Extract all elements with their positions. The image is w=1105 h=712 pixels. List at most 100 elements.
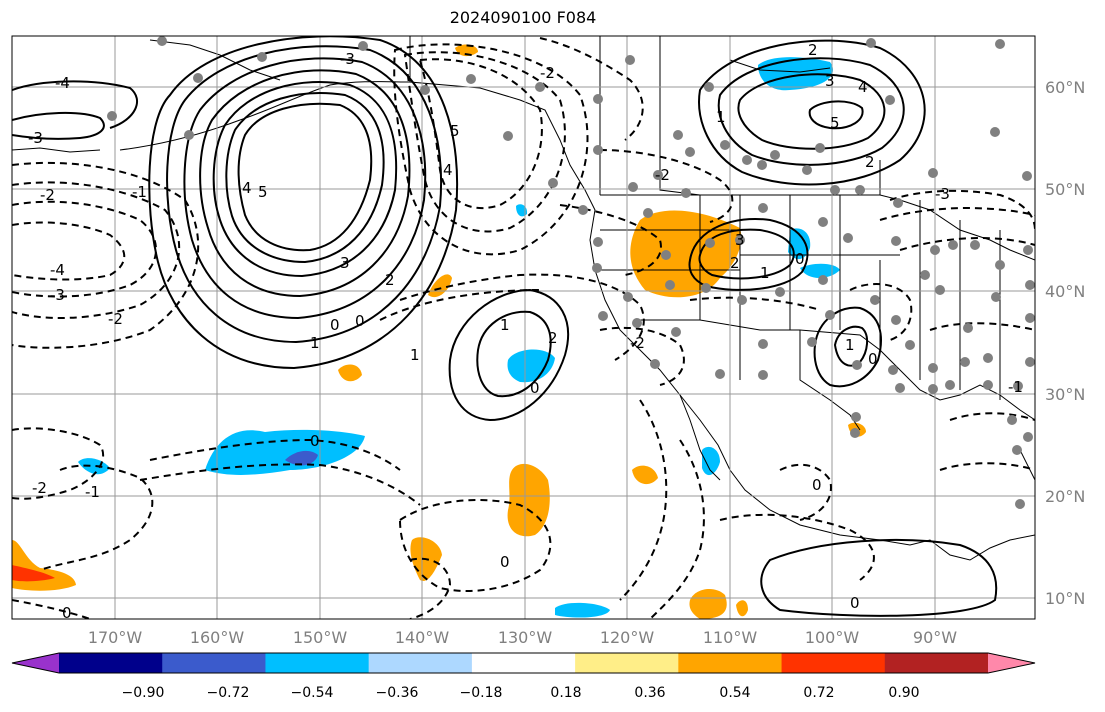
- colorbar: [11, 652, 1036, 674]
- map-frame: [11, 35, 1036, 620]
- lat-label: 40°N: [1045, 282, 1085, 301]
- lon-label: 120°W: [600, 628, 655, 647]
- contour-label: -3: [935, 185, 950, 203]
- lon-label: 110°W: [703, 628, 758, 647]
- lat-label: 60°N: [1045, 78, 1085, 97]
- colorbar-extend-min: [12, 653, 59, 673]
- colorbar-tick-label: −0.90: [122, 685, 165, 701]
- contour-label: -2: [108, 310, 123, 328]
- contour-label: 0: [62, 604, 72, 622]
- contour-label: -3: [340, 50, 355, 68]
- blue-region-offshore: [507, 349, 555, 383]
- contour-label: -2: [40, 186, 55, 204]
- colorbar-segment: [575, 653, 679, 673]
- contour-label: 3: [340, 254, 350, 272]
- contour-label: 2: [548, 329, 558, 347]
- contour-label: 3: [735, 231, 745, 249]
- colorbar-segment: [265, 653, 370, 673]
- orange-region-south-1: [689, 588, 727, 619]
- colorbar-tick-label: 0.54: [719, 685, 750, 701]
- contour-label: 0: [812, 476, 822, 494]
- contour-label: 0: [355, 312, 365, 330]
- blue-region-baja: [702, 446, 720, 476]
- contour-label: 1: [845, 336, 855, 354]
- colorbar-tick-label: −0.36: [376, 685, 419, 701]
- lat-label: 20°N: [1045, 487, 1085, 506]
- orange-region-small-2: [338, 364, 362, 382]
- blue-region-alaska: [758, 57, 834, 91]
- contour-label: 5: [830, 114, 840, 132]
- contour-label: 0: [330, 316, 340, 334]
- blue-region-south: [555, 602, 610, 618]
- contour-label: -3: [28, 129, 43, 147]
- orange-region-pacific: [507, 463, 550, 537]
- orange-region-south-2: [736, 600, 748, 617]
- lat-label: 50°N: [1045, 180, 1085, 199]
- darkblue-region-hawaii: [285, 450, 318, 466]
- contour-label: -1: [85, 483, 100, 501]
- negative-contours: [12, 37, 1035, 619]
- contour-label: 1: [310, 334, 320, 352]
- contour-label: 4: [443, 161, 453, 179]
- contour-label: -4: [50, 261, 65, 279]
- contour-label: -2: [540, 64, 555, 82]
- colorbar-segment: [781, 653, 886, 673]
- colorbar-tick-label: −0.18: [460, 685, 503, 701]
- contour-label: -1: [1008, 378, 1023, 396]
- blue-region-hawaii: [205, 429, 365, 475]
- colorbar-segment: [162, 653, 266, 673]
- contour-label: 2: [730, 254, 740, 272]
- contour-label: -2: [630, 334, 645, 352]
- colorbar-segment: [884, 653, 989, 673]
- colorbar-tick-labels: −0.90 −0.72 −0.54 −0.36 −0.18 0.18 0.36 …: [122, 685, 920, 701]
- contour-label: 4: [242, 179, 252, 197]
- colorbar-tick-label: −0.54: [291, 685, 334, 701]
- contour-label: -2: [32, 479, 47, 497]
- contour-label: 0: [500, 553, 510, 571]
- colorbar-segment: [471, 653, 576, 673]
- anomaly-fill-layer: [12, 44, 866, 619]
- station-markers: [107, 36, 1035, 509]
- map-title: 2024090100 F084: [449, 8, 597, 27]
- lon-label: 90°W: [913, 628, 957, 647]
- contour-label: 5: [258, 183, 268, 201]
- colorbar-segment: [368, 653, 473, 673]
- lon-label: 130°W: [498, 628, 553, 647]
- contour-label: 4: [858, 78, 868, 96]
- contour-label: -1: [132, 183, 147, 201]
- contour-label: 1: [500, 316, 510, 334]
- red-region-west-edge: [12, 565, 55, 582]
- contour-label: 0: [795, 250, 805, 268]
- colorbar-extend-max: [988, 653, 1035, 673]
- colorbar-segment: [678, 653, 783, 673]
- contour-label: 0: [850, 594, 860, 612]
- lon-label: 160°W: [190, 628, 245, 647]
- colorbar-tick-label: 0.90: [888, 685, 919, 701]
- positive-contours: [12, 36, 998, 617]
- coastline-layer: [12, 36, 1035, 561]
- colorbar-tick-label: 0.72: [803, 685, 834, 701]
- contour-label: 0: [310, 432, 320, 450]
- contour-label: 5: [450, 122, 460, 140]
- lon-label: 150°W: [293, 628, 348, 647]
- contour-label: 0: [530, 379, 540, 397]
- colorbar-tick-label: 0.18: [550, 685, 581, 701]
- blue-region-small-nw: [516, 204, 528, 217]
- contour-label: 1: [760, 264, 770, 282]
- contour-label: -2: [655, 166, 670, 184]
- contour-label: 3: [825, 72, 835, 90]
- contour-label: 1: [410, 346, 420, 364]
- latitude-labels: 60°N 50°N 40°N 30°N 20°N 10°N: [1045, 78, 1085, 608]
- colorbar-tick-label: −0.72: [207, 685, 250, 701]
- orange-region-small-3: [455, 44, 478, 57]
- colorbar-segment: [59, 653, 163, 673]
- orange-region-small-4: [632, 465, 658, 485]
- contour-label: 2: [808, 41, 818, 59]
- contour-labels: -4 -3 -2 -1 -4 -3 -2 -2 -1 0 -3 4 5 3 0 …: [28, 41, 1023, 622]
- colorbar-outline: [11, 652, 1036, 674]
- lon-label: 170°W: [88, 628, 143, 647]
- contour-label: -4: [55, 74, 70, 92]
- lat-label: 30°N: [1045, 385, 1085, 404]
- longitude-labels: 170°W 160°W 150°W 140°W 130°W 120°W 110°…: [88, 628, 957, 647]
